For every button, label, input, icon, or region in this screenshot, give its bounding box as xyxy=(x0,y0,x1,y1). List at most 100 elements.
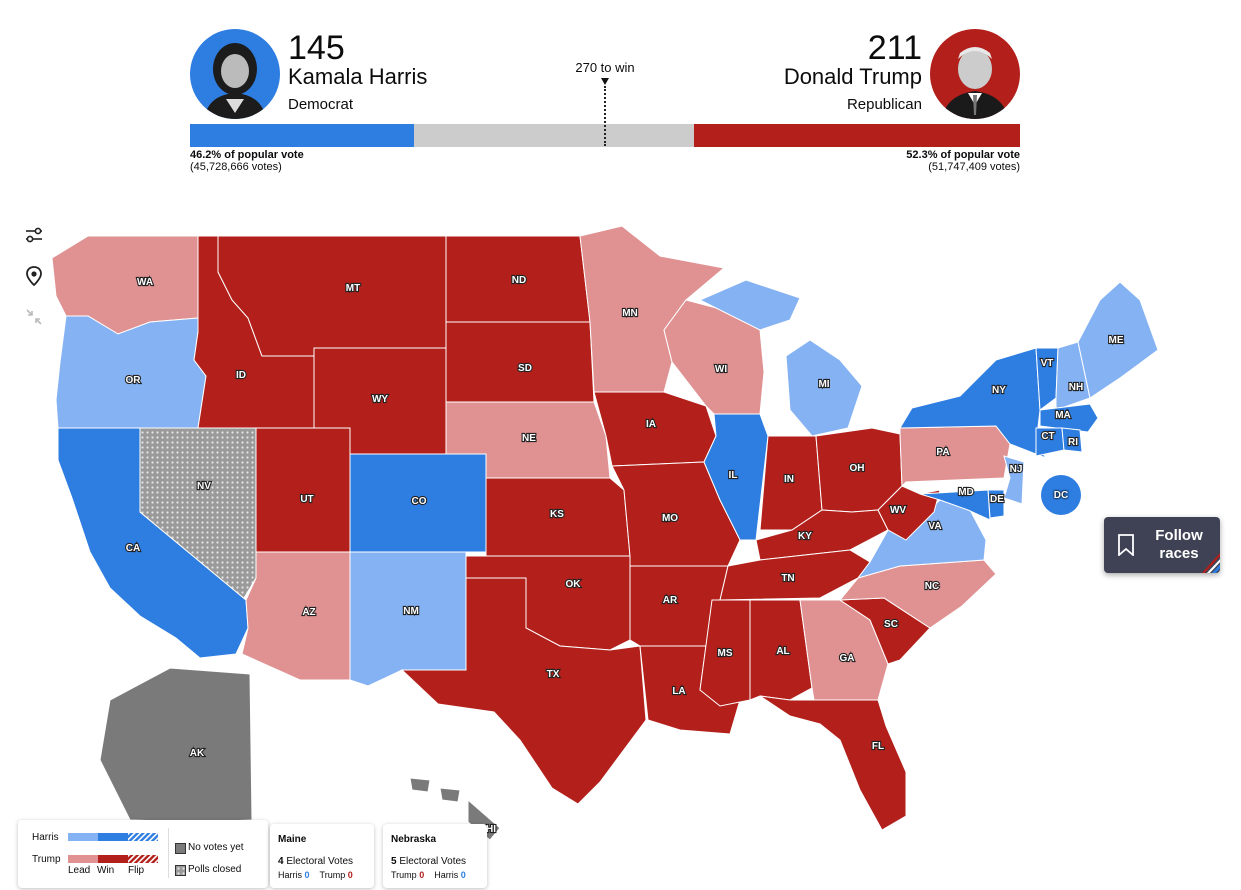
polls-closed-swatch xyxy=(175,865,186,876)
trump-popular-vote: 52.3% of popular vote (51,747,409 votes) xyxy=(820,149,1020,173)
harris-avatar xyxy=(190,29,280,119)
progress-trump xyxy=(693,124,1020,147)
progress-harris xyxy=(190,124,414,147)
electoral-progress-bar xyxy=(190,124,1020,147)
state-label-nc: NC xyxy=(925,581,939,592)
trump-popular-pct: 52.3% of popular vote xyxy=(906,149,1020,161)
maine-card[interactable]: Maine 4 Electoral Votes Harris 0 Trump 0 xyxy=(270,824,374,888)
state-nm[interactable] xyxy=(349,551,467,687)
maine-trump-value: 0 xyxy=(347,870,353,880)
nebraska-trump-name: Trump xyxy=(391,870,417,880)
flag-stripes-icon xyxy=(1201,553,1220,573)
state-wv[interactable] xyxy=(877,485,941,541)
state-az[interactable] xyxy=(241,551,351,681)
legend-trump-flip xyxy=(128,855,158,863)
state-mi[interactable] xyxy=(698,279,863,437)
state-label-tn: TN xyxy=(781,573,794,584)
to-win-marker-line xyxy=(604,86,606,146)
state-label-sc: SC xyxy=(884,619,898,630)
state-fl[interactable] xyxy=(759,695,907,831)
state-label-wi: WI xyxy=(715,364,727,375)
map-settings-button[interactable] xyxy=(20,221,48,249)
nebraska-harris-name: Harris xyxy=(434,870,459,880)
maine-ev-number: 4 xyxy=(278,856,284,867)
harris-popular-count: (45,728,666 votes) xyxy=(190,161,282,173)
state-tx[interactable] xyxy=(400,577,647,805)
maine-ev-label: Electoral Votes xyxy=(286,856,354,867)
trump-party: Republican xyxy=(846,96,922,113)
state-wi[interactable] xyxy=(663,299,765,415)
follow-races-button[interactable]: Follow races xyxy=(1104,517,1220,573)
state-label-co: CO xyxy=(412,496,427,507)
nebraska-card[interactable]: Nebraska 5 Electoral Votes Trump 0 Harri… xyxy=(383,824,487,888)
state-ut[interactable] xyxy=(255,427,351,553)
trump-electoral-count: 211 xyxy=(867,29,922,67)
collapse-map-button[interactable] xyxy=(20,303,48,331)
state-label-ca: CA xyxy=(126,543,140,554)
state-label-ut: UT xyxy=(300,494,313,505)
harris-popular-pct: 46.2% of popular vote xyxy=(190,149,304,161)
state-ms[interactable] xyxy=(699,599,751,707)
state-label-in: IN xyxy=(784,474,794,485)
legend-trump-swatches xyxy=(68,855,158,863)
state-label-mo: MO xyxy=(662,513,678,524)
harris-portrait-icon xyxy=(204,43,266,119)
state-pa[interactable] xyxy=(899,425,1011,488)
state-label-ms: MS xyxy=(718,648,733,659)
legend-harris-win xyxy=(98,833,128,841)
maine-harris-name: Harris xyxy=(278,870,302,880)
harris-party: Democrat xyxy=(288,96,354,113)
maine-electoral-votes: 4 Electoral Votes xyxy=(278,856,353,867)
locate-button[interactable] xyxy=(20,262,48,290)
nebraska-electoral-votes: 5 Electoral Votes xyxy=(391,856,466,867)
state-label-mt: MT xyxy=(346,283,360,294)
state-label-nd: ND xyxy=(512,275,526,286)
follow-races-label: Follow races xyxy=(1155,527,1203,562)
nebraska-title: Nebraska xyxy=(391,834,437,845)
state-nj[interactable] xyxy=(1003,455,1025,505)
state-label-ri: RI xyxy=(1068,437,1078,448)
state-label-ky: KY xyxy=(798,531,812,542)
state-label-ma: MA xyxy=(1055,410,1071,421)
collapse-arrows-icon xyxy=(26,309,42,325)
state-label-ct: CT xyxy=(1041,431,1054,442)
map-legend: Harris Trump Lead Win Flip No votes yet … xyxy=(18,820,268,888)
legend-no-votes-label: No votes yet xyxy=(188,842,244,853)
state-label-oh: OH xyxy=(850,463,865,474)
harris-electoral-count: 145 xyxy=(288,29,345,67)
state-label-fl: FL xyxy=(872,741,884,752)
state-label-ny: NY xyxy=(992,385,1006,396)
state-label-wy: WY xyxy=(372,394,388,405)
state-label-vt: VT xyxy=(1041,358,1054,369)
state-il[interactable] xyxy=(703,413,769,541)
legend-polls-closed-label: Polls closed xyxy=(188,864,242,875)
nebraska-ev-label: Electoral Votes xyxy=(399,856,467,867)
state-label-nh: NH xyxy=(1069,382,1083,393)
state-label-il: IL xyxy=(729,470,738,481)
state-ak[interactable] xyxy=(99,667,253,823)
state-md[interactable] xyxy=(919,489,991,521)
legend-harris-swatches xyxy=(68,833,158,841)
state-label-az: AZ xyxy=(302,607,315,618)
state-sd[interactable] xyxy=(445,321,595,403)
dc-marker[interactable]: DC xyxy=(1041,475,1081,515)
maine-harris-value: 0 xyxy=(304,870,310,880)
legend-harris-flip xyxy=(128,833,158,841)
state-label-ne: NE xyxy=(522,433,536,444)
state-label-or: OR xyxy=(126,375,142,386)
state-ri[interactable] xyxy=(1061,427,1083,453)
legend-trump-label: Trump xyxy=(32,854,61,865)
trump-name: Donald Trump xyxy=(783,64,922,89)
state-ma[interactable] xyxy=(1039,403,1099,433)
state-label-nv: NV xyxy=(197,481,211,492)
state-label-nj: NJ xyxy=(1010,464,1023,475)
state-or[interactable] xyxy=(55,315,207,429)
trump-avatar xyxy=(930,29,1020,119)
state-me[interactable] xyxy=(1077,281,1159,399)
state-label-la: LA xyxy=(672,686,685,697)
to-win-label: 270 to win xyxy=(575,60,635,75)
state-label-ia: IA xyxy=(646,419,656,430)
progress-remaining xyxy=(413,124,694,147)
sliders-icon xyxy=(26,227,42,243)
